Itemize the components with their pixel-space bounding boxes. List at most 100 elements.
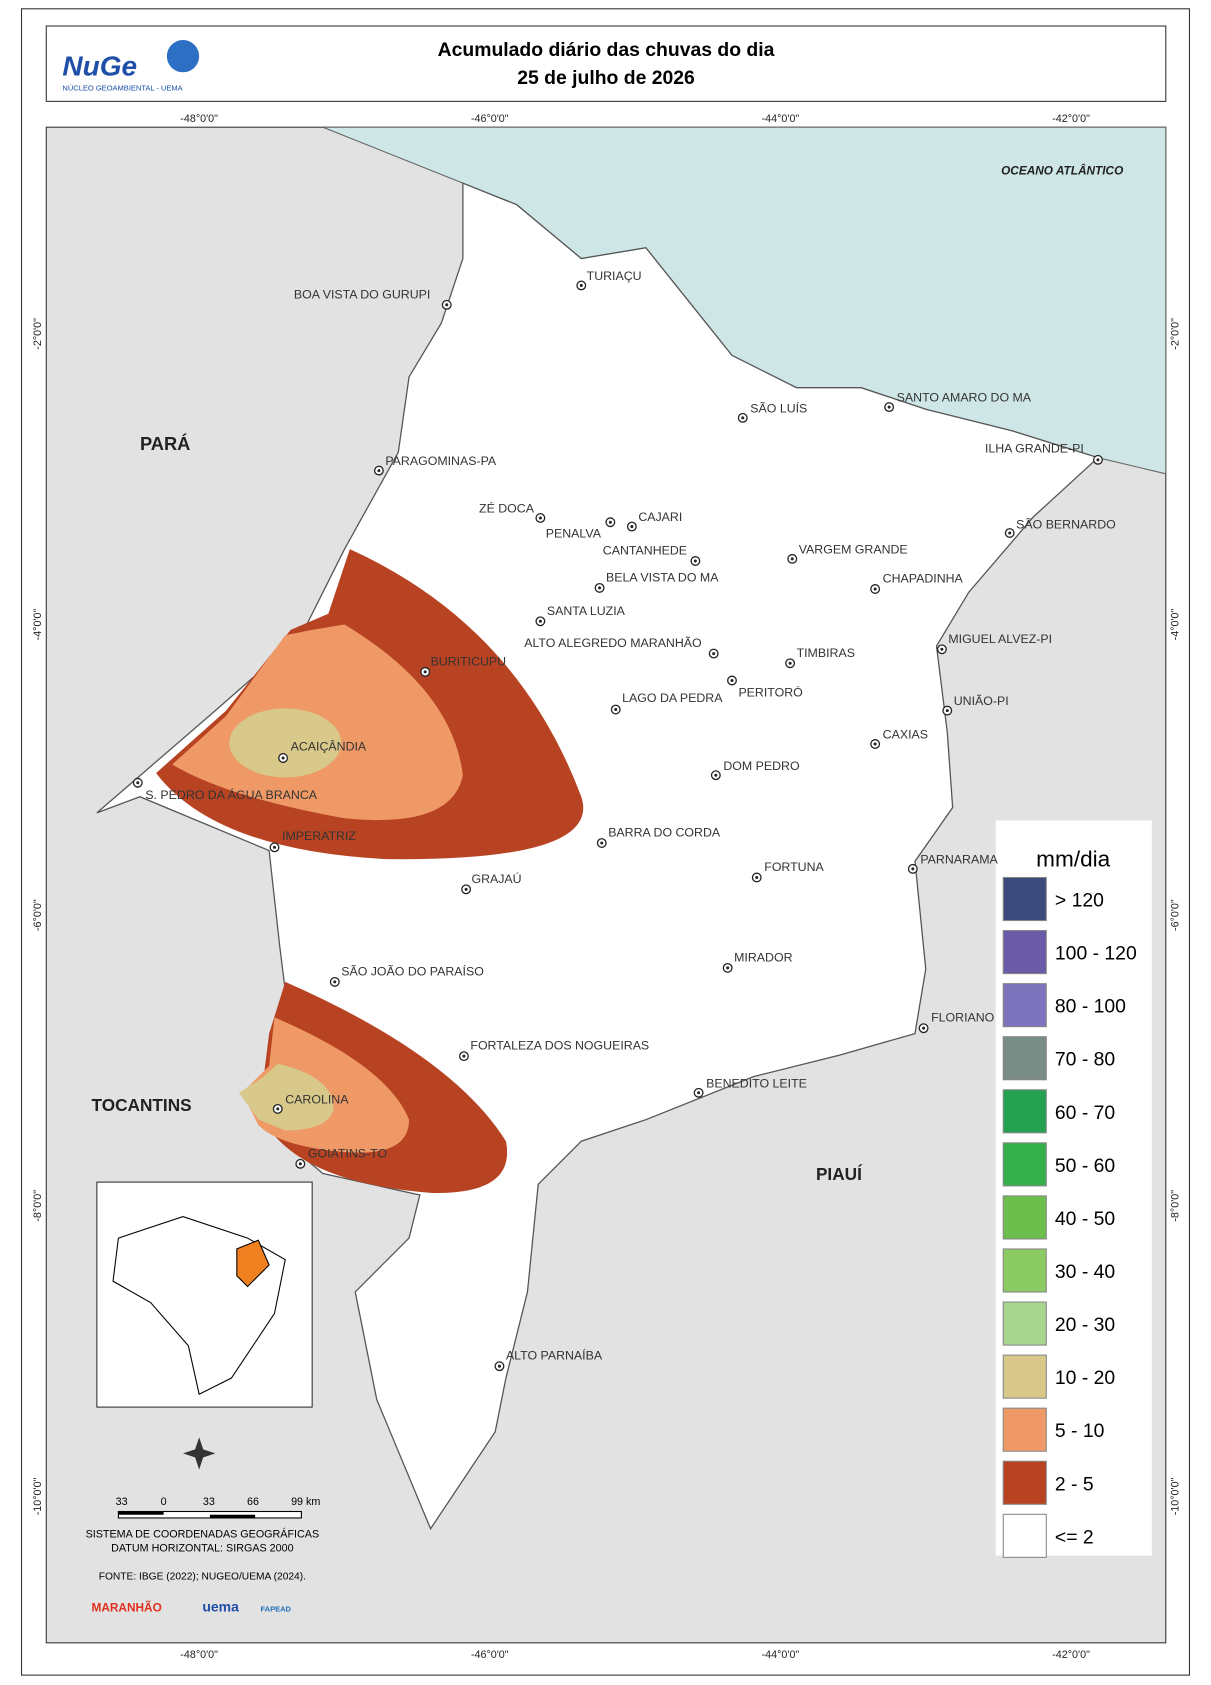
city-label: LAGO DA PEDRA <box>622 691 723 705</box>
city-marker-dot <box>377 469 381 473</box>
city-marker-dot <box>887 405 891 409</box>
city-marker-dot <box>333 980 337 984</box>
legend-label: 2 - 5 <box>1055 1473 1094 1495</box>
city-marker-dot <box>281 756 285 760</box>
city-marker-dot <box>598 586 602 590</box>
city-label: BARRA DO CORDA <box>608 826 721 840</box>
legend-label: > 120 <box>1055 890 1104 912</box>
city-label: CHAPADINHA <box>883 572 964 586</box>
legend-label: 30 - 40 <box>1055 1261 1116 1283</box>
source: FONTE: IBGE (2022); NUGEO/UEMA (2024). <box>99 1571 306 1582</box>
legend-swatch <box>1002 1089 1047 1134</box>
logo-globe <box>166 40 200 73</box>
legend-swatch <box>1002 1407 1047 1452</box>
legend-title: mm/dia <box>1036 847 1111 872</box>
city-label: ALTO PARNAÍBA <box>506 1348 603 1363</box>
latitude-label: -10°0'0" <box>32 1477 44 1515</box>
compass <box>182 1437 216 1470</box>
scale-label: 33 <box>116 1496 128 1508</box>
legend-swatch <box>1002 1248 1047 1293</box>
header-box <box>45 25 1167 102</box>
city-label: TIMBIRAS <box>797 646 855 660</box>
city-label: BELA VISTA DO MA <box>606 570 719 584</box>
legend-swatch <box>1002 1142 1047 1187</box>
legend-label: 100 - 120 <box>1055 943 1137 965</box>
city-marker-dot <box>600 841 604 845</box>
latitude-label: -10°0'0" <box>1170 1477 1182 1515</box>
city-label: PERITORÓ <box>738 685 803 700</box>
city-label: BOA VISTA DO GURUPI <box>294 287 430 301</box>
city-marker-dot <box>272 845 277 849</box>
city-label: FORTALEZA DOS NOGUEIRAS <box>470 1039 649 1053</box>
map <box>45 126 1167 1644</box>
city-marker-dot <box>940 647 944 651</box>
city-marker-dot <box>1008 531 1012 535</box>
latitude-label: -2°0'0" <box>32 318 44 350</box>
city-marker-dot <box>945 709 949 713</box>
city-label: MIRADOR <box>734 950 792 964</box>
city-marker-dot <box>741 416 745 420</box>
partner-logo: uema <box>202 1599 239 1615</box>
city-label: SANTO AMARO DO MA <box>897 391 1032 405</box>
legend-swatch <box>1002 1513 1047 1558</box>
city-label: SÃO LUÍS <box>750 400 807 415</box>
rain-zone <box>229 708 342 778</box>
city-marker-dot <box>911 867 915 871</box>
legend-swatch <box>1002 1301 1047 1346</box>
city-label: FORTUNA <box>764 860 824 874</box>
city-marker-dot <box>1096 458 1100 462</box>
city-marker-dot <box>922 1026 926 1030</box>
datum: DATUM HORIZONTAL: SIRGAS 2000 <box>111 1542 293 1554</box>
city-marker-dot <box>712 652 716 656</box>
city-label: SÃO JOÃO DO PARAÍSO <box>341 963 484 978</box>
scale-bar <box>118 1511 164 1515</box>
latitude-label: -4°0'0" <box>32 608 44 640</box>
city-marker-dot <box>445 303 449 307</box>
legend-label: 60 - 70 <box>1055 1102 1116 1124</box>
latitude-label: -8°0'0" <box>1170 1190 1182 1222</box>
city-marker-dot <box>693 559 697 563</box>
city-label: GRAJAÚ <box>471 871 521 886</box>
longitude-label: -42°0'0" <box>1052 1649 1090 1661</box>
legend-label: 5 - 10 <box>1055 1420 1105 1442</box>
city-label: BURITICUPU <box>431 654 507 668</box>
city-label: CAROLINA <box>285 1093 349 1107</box>
city-label: CAXIAS <box>883 728 928 742</box>
city-label: PARAGOMINAS-PA <box>385 454 497 468</box>
region-label: OCEANO ATLÂNTICO <box>1001 164 1123 178</box>
legend-label: <= 2 <box>1055 1526 1094 1548</box>
legend-swatch <box>1002 876 1047 922</box>
partner-logo: FAPEAD <box>260 1605 291 1614</box>
coordinate-system: SISTEMA DE COORDENADAS GEOGRÁFICAS <box>86 1527 320 1540</box>
city-label: SÃO BERNARDO <box>1016 518 1116 532</box>
legend-swatch <box>1002 1036 1047 1081</box>
legend-swatch <box>1002 1354 1047 1399</box>
longitude-label: -46°0'0" <box>471 1649 509 1661</box>
latitude-label: -6°0'0" <box>1170 899 1182 931</box>
city-label: PARNARAMA <box>920 852 998 866</box>
logo: NuGe <box>62 51 137 82</box>
legend-swatch <box>1002 983 1047 1028</box>
latitude-label: -8°0'0" <box>32 1190 44 1222</box>
scale-label: 0 <box>161 1496 167 1508</box>
city-marker-dot <box>788 661 792 665</box>
city-marker-dot <box>714 773 718 777</box>
city-marker-dot <box>614 708 618 712</box>
legend-label: 80 - 100 <box>1055 996 1126 1018</box>
city-marker-dot <box>697 1091 701 1095</box>
city-marker-dot <box>136 781 140 785</box>
city-marker-dot <box>579 283 583 287</box>
region-label: PIAUÍ <box>816 1164 863 1184</box>
longitude-label: -42°0'0" <box>1052 113 1090 125</box>
city-marker-dot <box>630 525 634 529</box>
legend-label: 10 - 20 <box>1055 1367 1116 1389</box>
legend-label: 70 - 80 <box>1055 1049 1116 1071</box>
city-marker-dot <box>538 619 542 623</box>
scale-label: 99 km <box>291 1496 320 1508</box>
city-label: VARGEM GRANDE <box>799 542 908 556</box>
latitude-label: -6°0'0" <box>32 899 44 931</box>
city-label: CAJARI <box>638 510 682 524</box>
city-label: IMPERATRIZ <box>282 829 356 843</box>
partner-logo: MARANHÃO <box>91 1601 161 1615</box>
